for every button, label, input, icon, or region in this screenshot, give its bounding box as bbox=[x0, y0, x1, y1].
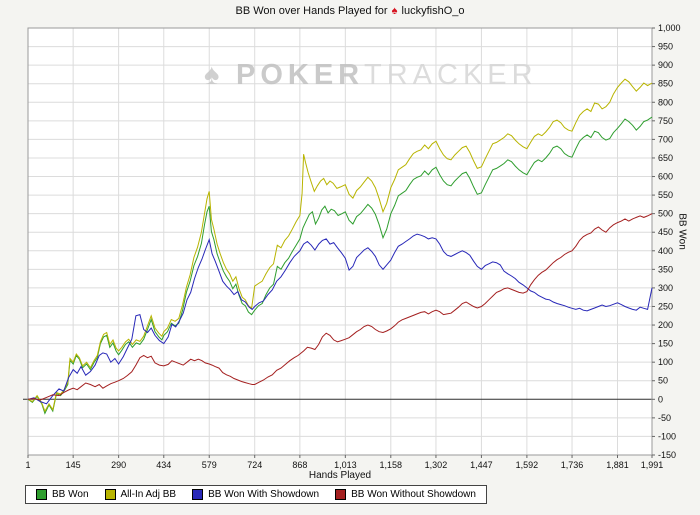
chart-legend: BB Won All-In Adj BB BB Won With Showdow… bbox=[25, 485, 487, 504]
svg-text:600: 600 bbox=[658, 172, 673, 182]
svg-text:300: 300 bbox=[658, 283, 673, 293]
svg-text:579: 579 bbox=[202, 460, 217, 470]
y-axis-label: BB Won bbox=[676, 213, 688, 250]
svg-text:868: 868 bbox=[292, 460, 307, 470]
chart-title: BB Won over Hands Played for ♠ luckyfish… bbox=[0, 5, 700, 17]
svg-text:950: 950 bbox=[658, 42, 673, 52]
svg-text:50: 50 bbox=[658, 376, 668, 386]
svg-text:1,592: 1,592 bbox=[516, 460, 539, 470]
svg-text:145: 145 bbox=[66, 460, 81, 470]
svg-text:350: 350 bbox=[658, 264, 673, 274]
svg-text:1,991: 1,991 bbox=[641, 460, 664, 470]
legend-label: All-In Adj BB bbox=[120, 489, 177, 500]
svg-text:1: 1 bbox=[25, 460, 30, 470]
legend-swatch-bb-won bbox=[36, 489, 47, 500]
svg-text:724: 724 bbox=[247, 460, 262, 470]
svg-text:434: 434 bbox=[156, 460, 171, 470]
pokertracker-watermark: ♠ POKER TRACKER bbox=[204, 59, 538, 91]
legend-item-all-in-adj-bb: All-In Adj BB bbox=[104, 489, 177, 500]
x-axis-label: Hands Played bbox=[308, 470, 372, 481]
svg-text:TRACKER: TRACKER bbox=[364, 59, 538, 91]
svg-text:650: 650 bbox=[658, 153, 673, 163]
series-line-bb-won-with-showdown bbox=[27, 233, 653, 405]
series-line-all-in-adj-bb bbox=[27, 78, 653, 413]
svg-text:1,158: 1,158 bbox=[380, 460, 403, 470]
legend-swatch-without-showdown bbox=[335, 489, 347, 500]
pokertracker-spade-icon: ♠ bbox=[391, 5, 398, 17]
svg-text:♠: ♠ bbox=[204, 59, 219, 91]
svg-text:450: 450 bbox=[658, 227, 673, 237]
svg-text:1,447: 1,447 bbox=[470, 460, 493, 470]
svg-text:200: 200 bbox=[658, 320, 673, 330]
legend-label: BB Won With Showdown bbox=[208, 489, 320, 500]
svg-text:1,881: 1,881 bbox=[606, 460, 629, 470]
svg-text:500: 500 bbox=[658, 209, 673, 219]
legend-swatch-all-in-adj-bb bbox=[104, 489, 116, 500]
svg-text:1,736: 1,736 bbox=[561, 460, 584, 470]
svg-text:100: 100 bbox=[658, 357, 673, 367]
svg-text:700: 700 bbox=[658, 134, 673, 144]
svg-text:900: 900 bbox=[658, 60, 673, 70]
svg-text:150: 150 bbox=[658, 339, 673, 349]
svg-text:0: 0 bbox=[658, 394, 663, 404]
series-line-bb-won bbox=[27, 116, 653, 415]
svg-text:1,302: 1,302 bbox=[425, 460, 448, 470]
svg-text:-100: -100 bbox=[658, 431, 676, 441]
svg-text:POKER: POKER bbox=[236, 59, 364, 91]
svg-text:250: 250 bbox=[658, 301, 673, 311]
svg-text:400: 400 bbox=[658, 246, 673, 256]
legend-swatch-with-showdown bbox=[192, 489, 204, 500]
legend-label: BB Won Without Showdown bbox=[351, 489, 476, 500]
series-line-bb-won-without-showdown bbox=[27, 213, 653, 401]
legend-item-bb-won: BB Won bbox=[36, 489, 89, 500]
svg-text:850: 850 bbox=[658, 79, 673, 89]
player-name: luckyfishO_o bbox=[401, 5, 465, 17]
legend-item-with-showdown: BB Won With Showdown bbox=[192, 489, 319, 500]
svg-text:550: 550 bbox=[658, 190, 673, 200]
legend-item-without-showdown: BB Won Without Showdown bbox=[335, 489, 476, 500]
svg-text:-150: -150 bbox=[658, 450, 676, 460]
legend-label: BB Won bbox=[52, 489, 89, 500]
svg-text:800: 800 bbox=[658, 97, 673, 107]
svg-text:750: 750 bbox=[658, 116, 673, 126]
svg-text:1,013: 1,013 bbox=[334, 460, 357, 470]
chart-title-text: BB Won over Hands Played for bbox=[235, 5, 388, 17]
svg-text:1,000: 1,000 bbox=[658, 23, 681, 33]
svg-text:290: 290 bbox=[111, 460, 126, 470]
svg-text:-50: -50 bbox=[658, 413, 671, 423]
